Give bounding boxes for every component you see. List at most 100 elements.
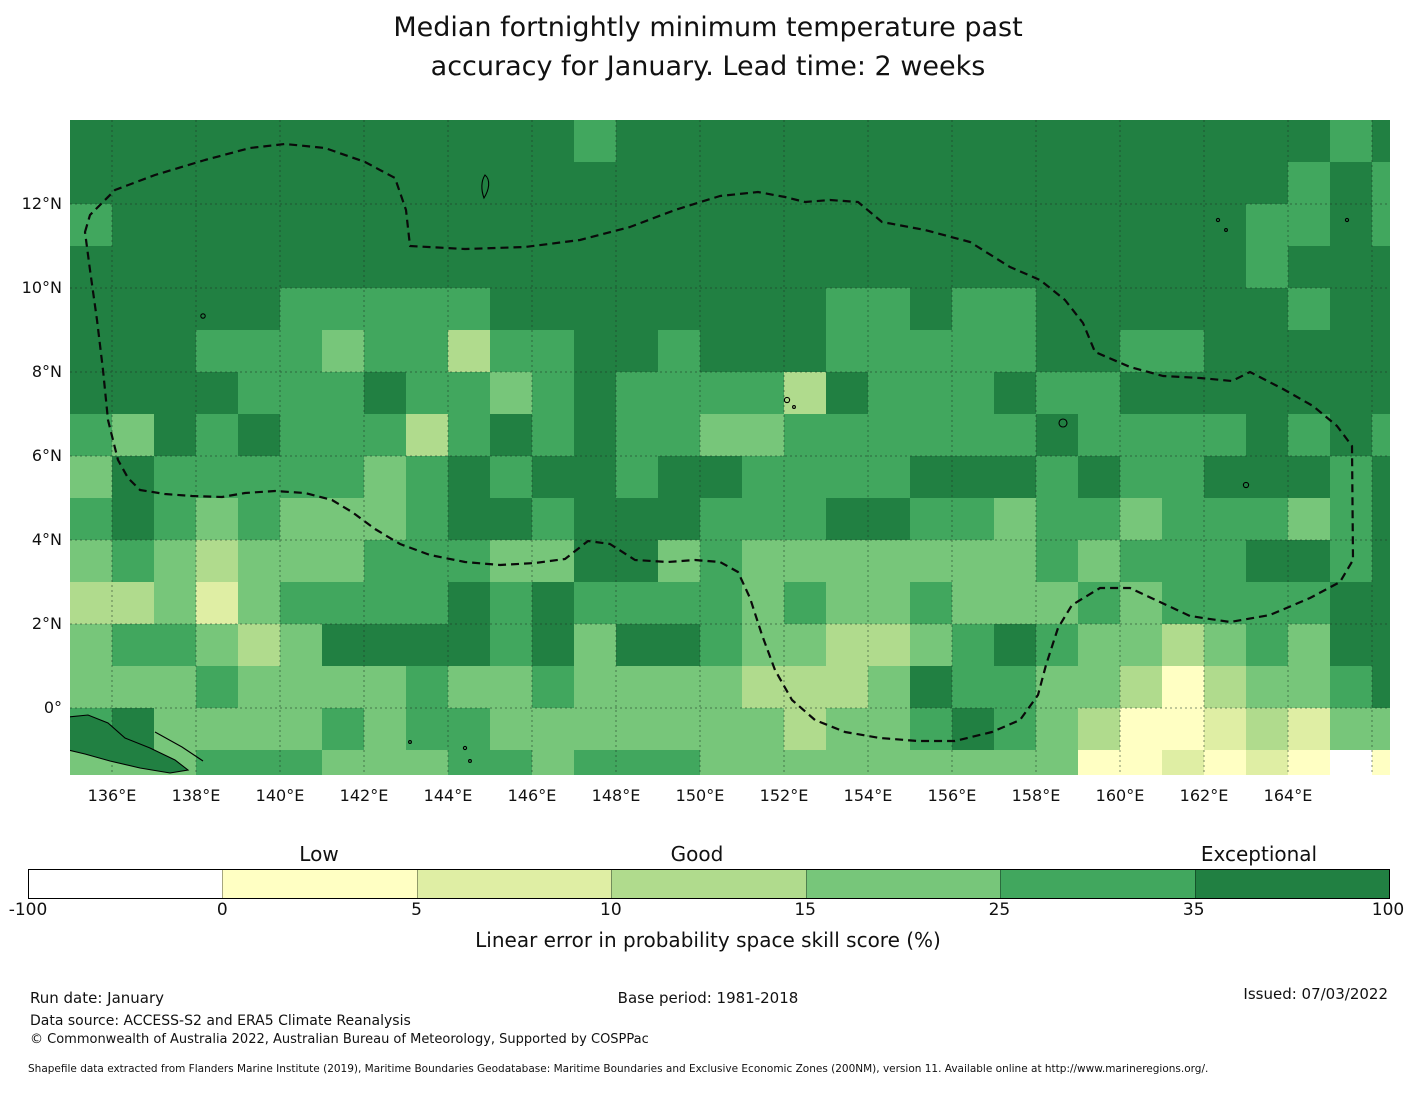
heatmap-cell <box>322 582 364 624</box>
heatmap-cell <box>490 582 532 624</box>
heatmap-cell <box>196 456 238 498</box>
colorbar-tick-label: 10 <box>600 900 622 920</box>
heatmap-cell <box>658 120 700 162</box>
heatmap-cell <box>238 246 280 288</box>
heatmap-cell <box>1078 624 1120 666</box>
heatmap-cell <box>868 414 910 456</box>
heatmap-cell <box>994 330 1036 372</box>
heatmap-cell <box>238 330 280 372</box>
heatmap-cell <box>1372 414 1390 456</box>
heatmap-cell <box>910 372 952 414</box>
heatmap-cell <box>700 456 742 498</box>
heatmap-cell <box>994 498 1036 540</box>
heatmap-cell <box>196 498 238 540</box>
heatmap-cell <box>868 372 910 414</box>
heatmap-cell <box>784 330 826 372</box>
heatmap-cell <box>322 624 364 666</box>
heatmap-cell <box>238 162 280 204</box>
heatmap-cell <box>1372 204 1390 246</box>
heatmap-cell <box>742 162 784 204</box>
heatmap-cell <box>910 246 952 288</box>
heatmap-cell <box>826 204 868 246</box>
colorbar-label-low: Low <box>299 842 339 866</box>
heatmap-cell <box>196 372 238 414</box>
heatmap-cell <box>742 456 784 498</box>
heatmap-cell <box>364 708 406 750</box>
heatmap-cell <box>490 246 532 288</box>
kosrae-island <box>1242 481 1250 489</box>
heatmap-cell <box>952 288 994 330</box>
heatmap-cell <box>1330 204 1372 246</box>
heatmap-cell <box>406 162 448 204</box>
heatmap-cell <box>238 666 280 708</box>
heatmap-cell <box>952 624 994 666</box>
heatmap-cell <box>1162 666 1204 708</box>
heatmap-cell <box>742 750 784 775</box>
heatmap-cell <box>616 246 658 288</box>
heatmap-cell <box>1330 582 1372 624</box>
heatmap-cell <box>1036 750 1078 775</box>
heatmap-cell <box>1372 708 1390 750</box>
heatmap-cell <box>280 330 322 372</box>
heatmap-cell <box>448 666 490 708</box>
heatmap-cell <box>406 204 448 246</box>
heatmap-cell <box>1330 372 1372 414</box>
chart-title: Median fortnightly minimum temperature p… <box>0 8 1416 86</box>
heatmap-cell <box>70 372 112 414</box>
x-tick-label: 140°E <box>255 786 305 805</box>
heatmap-cell <box>1288 624 1330 666</box>
heatmap-cell <box>532 162 574 204</box>
heatmap-cell <box>364 414 406 456</box>
heatmap-cell <box>322 498 364 540</box>
heatmap-cell <box>868 330 910 372</box>
heatmap-cell <box>280 288 322 330</box>
heatmap-cell <box>448 288 490 330</box>
colorbar-label-good: Good <box>670 842 724 866</box>
heatmap-cell <box>1246 666 1288 708</box>
heatmap-cell <box>406 330 448 372</box>
x-tick-label: 154°E <box>843 786 893 805</box>
x-tick-label: 160°E <box>1095 786 1145 805</box>
y-tick-label: 10°N <box>21 278 62 297</box>
heatmap-cell <box>196 540 238 582</box>
heatmap-cell <box>700 120 742 162</box>
heatmap-cell <box>742 414 784 456</box>
heatmap-cell <box>364 246 406 288</box>
heatmap-cell <box>406 414 448 456</box>
heatmap-cell <box>70 582 112 624</box>
heatmap-cell <box>910 162 952 204</box>
heatmap-cell <box>616 372 658 414</box>
heatmap-cell <box>406 708 448 750</box>
heatmap-cell <box>994 414 1036 456</box>
heatmap-cell <box>532 708 574 750</box>
heatmap-cell <box>1372 540 1390 582</box>
heatmap-cell <box>1078 330 1120 372</box>
heatmap-cell <box>868 498 910 540</box>
heatmap-cell <box>1246 498 1288 540</box>
heatmap-cell <box>1120 120 1162 162</box>
heatmap-cell <box>154 288 196 330</box>
heatmap-cell <box>1204 204 1246 246</box>
heatmap-cell <box>1204 456 1246 498</box>
heatmap-cell <box>280 750 322 775</box>
heatmap-cells <box>70 120 1390 775</box>
heatmap-cell <box>154 162 196 204</box>
heatmap-cell <box>1246 708 1288 750</box>
heatmap-cell <box>1204 162 1246 204</box>
heatmap-cell <box>868 624 910 666</box>
new-ireland-coastline <box>154 731 204 762</box>
heatmap-cell <box>784 498 826 540</box>
heatmap-cell <box>280 624 322 666</box>
heatmap-cell <box>112 666 154 708</box>
heatmap-cell <box>658 708 700 750</box>
heatmap-cell <box>238 498 280 540</box>
heatmap-cell <box>1162 498 1204 540</box>
heatmap-cell <box>826 750 868 775</box>
heatmap-cell <box>1036 540 1078 582</box>
heatmap-cell <box>616 582 658 624</box>
heatmap-cell <box>532 372 574 414</box>
x-tick-label: 144°E <box>423 786 473 805</box>
y-tick-label: 6°N <box>31 446 62 465</box>
heatmap-cell <box>616 708 658 750</box>
heatmap-cell <box>322 750 364 775</box>
